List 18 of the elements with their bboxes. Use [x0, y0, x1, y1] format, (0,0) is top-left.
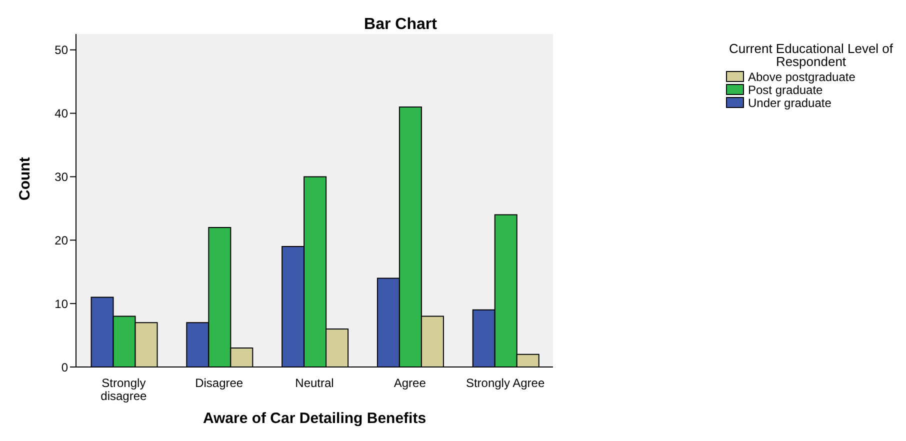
y-tick-label: 50 — [54, 43, 68, 58]
x-tick-label: Neutral — [295, 376, 334, 390]
y-tick-label: 40 — [54, 106, 68, 121]
x-tick-label: Strongly disagree — [100, 376, 148, 403]
y-tick-label: 10 — [54, 296, 68, 311]
chart-title: Bar Chart — [363, 16, 438, 34]
y-axis-title: Count — [16, 157, 34, 200]
x-tick-label: Strongly Agree — [466, 376, 545, 390]
y-tick-label: 30 — [54, 170, 68, 184]
x-tick-label: Disagree — [195, 376, 244, 390]
x-tick-label: Agree — [394, 376, 426, 390]
legend-title: Current Educational Level of Respondent — [728, 41, 894, 69]
x-axis-title: Aware of Car Detailing Benefits — [202, 410, 426, 427]
legend-label: Post graduate — [748, 82, 823, 96]
legend-label: Under graduate — [748, 96, 832, 110]
legend-label: Above postgraduate — [748, 70, 856, 84]
y-tick-label: 0 — [61, 360, 68, 374]
y-tick-label: 20 — [54, 233, 68, 248]
